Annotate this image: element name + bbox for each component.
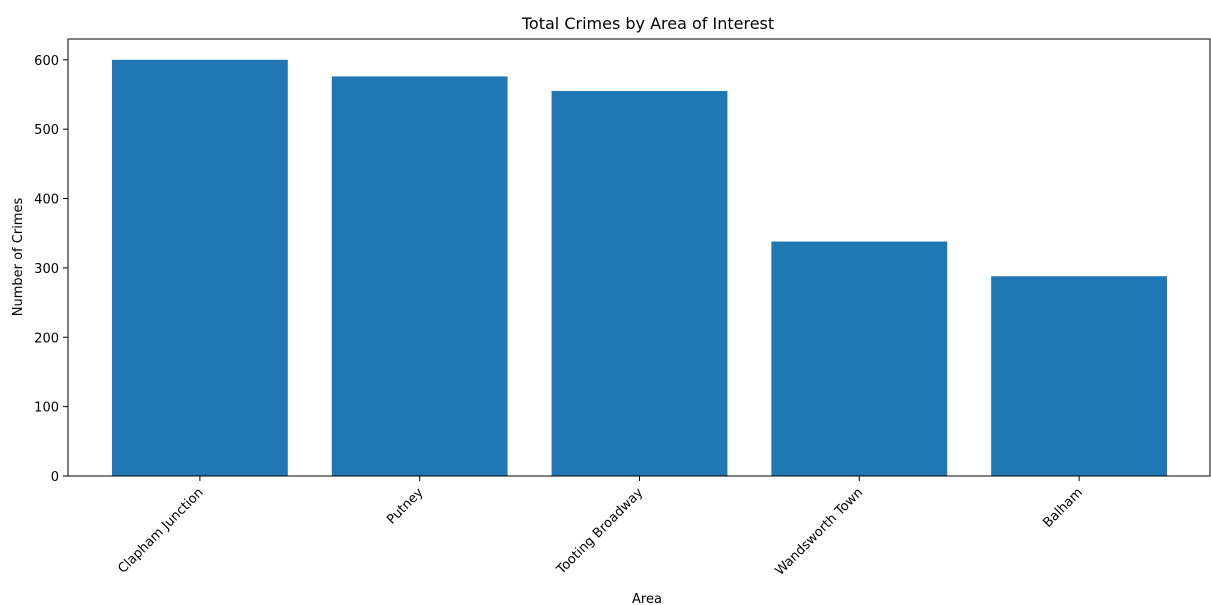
x-tick-label: Tooting Broadway [553,485,646,578]
bar-clapham-junction [111,59,288,477]
x-axis-ticks: Clapham Junction Putney Tooting Broadway Wa… [115,476,1086,579]
plot-frame [67,38,1211,477]
y-tick-label: 100 [34,401,59,416]
y-tick-label: 400 [34,193,59,208]
bar-putney [331,76,508,476]
x-tick-label: Clapham Junction [115,485,206,576]
bar-balham [991,276,1168,476]
y-axis-label: Number of Crimes [11,198,26,317]
bars [111,59,1168,477]
bar-wandsworth-town [771,241,948,476]
x-tick-label: Balham [1040,485,1086,531]
y-tick-label: 300 [34,262,59,277]
x-tick-label: Putney [384,485,427,528]
y-tick-label: 600 [34,54,59,69]
x-tick-label: Wandsworth Town [773,485,866,578]
y-tick-label: 200 [34,331,59,346]
y-axis-ticks: 0 100 200 300 400 500 600 [34,54,68,485]
bar-tooting-broadway [551,91,728,477]
plot-area: 0 100 200 300 400 500 600 Clapham Junction Putn… [34,38,1211,579]
chart-title: Total Crimes by Area of Interest [521,14,774,33]
x-axis-label: Area [632,592,662,605]
y-tick-label: 0 [51,470,59,485]
y-tick-label: 500 [34,123,59,138]
